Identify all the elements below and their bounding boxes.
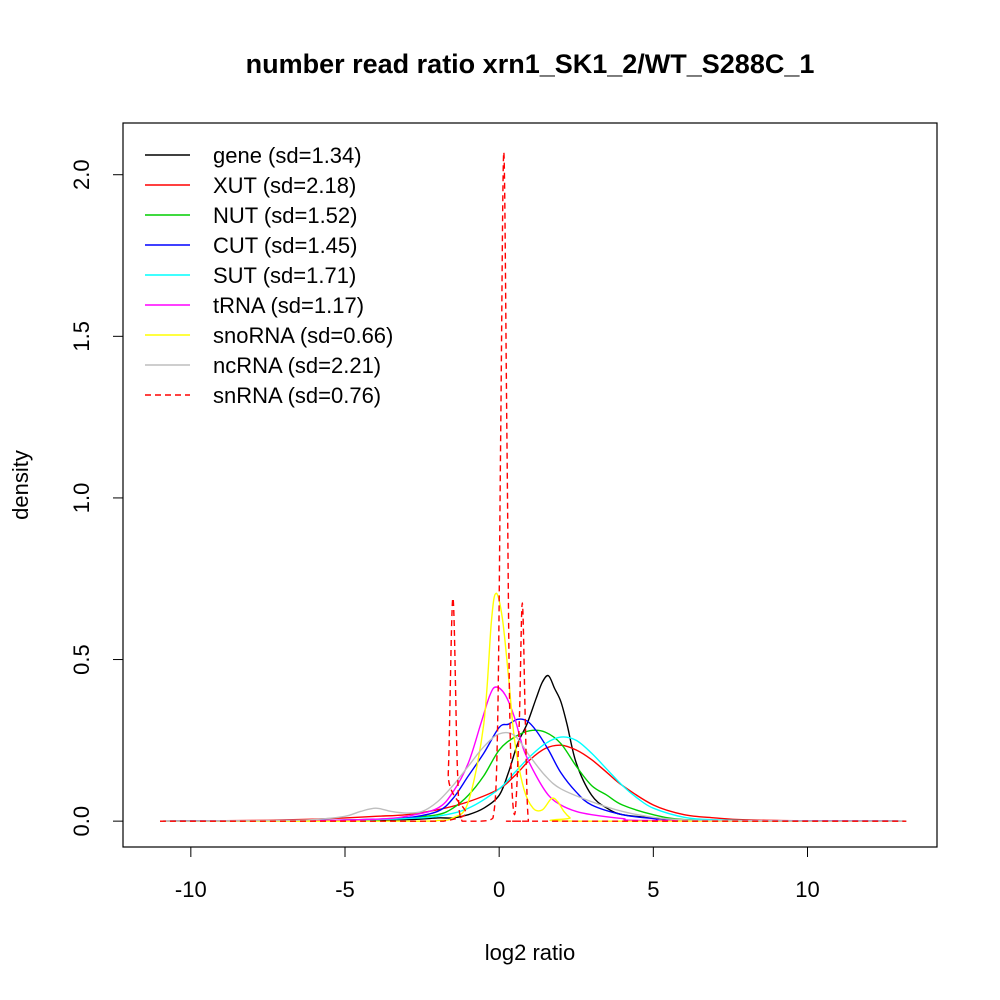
chart-title: number read ratio xrn1_SK1_2/WT_S288C_1 xyxy=(246,49,815,79)
y-tick-label: 0.0 xyxy=(69,806,94,837)
y-tick-label: 2.0 xyxy=(69,159,94,190)
x-tick-label: -10 xyxy=(175,877,207,902)
y-axis-label: density xyxy=(8,450,33,520)
x-tick-label: 5 xyxy=(647,877,659,902)
series-line-ncrna xyxy=(159,731,907,822)
legend-label-snrna: snRNA (sd=0.76) xyxy=(213,383,381,408)
plot-frame xyxy=(122,122,938,848)
series-layer xyxy=(159,151,907,822)
legend-label-snorna: snoRNA (sd=0.66) xyxy=(213,323,393,348)
legend-label-ncrna: ncRNA (sd=2.21) xyxy=(213,353,381,378)
y-tick-label: 0.5 xyxy=(69,644,94,675)
series-line-snrna xyxy=(160,151,907,822)
legend-label-sut: SUT (sd=1.71) xyxy=(213,263,356,288)
legend-label-gene: gene (sd=1.34) xyxy=(213,143,362,168)
legend-label-trna: tRNA (sd=1.17) xyxy=(213,293,364,318)
x-tick-label: 10 xyxy=(795,877,819,902)
legend-label-cut: CUT (sd=1.45) xyxy=(213,233,357,258)
legend-label-nut: NUT (sd=1.52) xyxy=(213,203,357,228)
y-tick-label: 1.5 xyxy=(69,321,94,352)
x-tick-label: 0 xyxy=(493,877,505,902)
x-axis-label: log2 ratio xyxy=(485,940,576,965)
series-line-xut xyxy=(159,744,907,822)
legend-label-xut: XUT (sd=2.18) xyxy=(213,173,356,198)
legend: gene (sd=1.34) XUT (sd=2.18) NUT (sd=1.52)… xyxy=(145,143,393,408)
y-tick-label: 1.0 xyxy=(69,483,94,514)
x-tick-label: -5 xyxy=(335,877,355,902)
series-line-sut xyxy=(159,736,907,822)
series-line-trna xyxy=(159,686,907,822)
